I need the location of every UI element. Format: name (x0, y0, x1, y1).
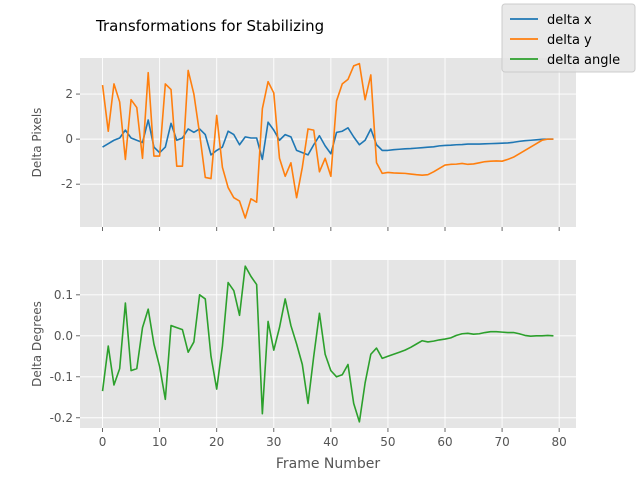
series-line-delta-y (101, 62, 554, 219)
x-tick-label: 40 (323, 435, 338, 449)
x-axis-label: Frame Number (276, 456, 381, 472)
top-panel: -2 0 2 Delta Pixels (30, 58, 576, 231)
y-tick-label: -0.2 (50, 411, 73, 425)
legend-entry: delta x (547, 13, 592, 28)
x-tick-label: 20 (209, 435, 224, 449)
plot-background (80, 260, 576, 428)
x-tick-label: 50 (380, 435, 395, 449)
y-tick-label: -0.1 (50, 370, 73, 384)
y-tick-label: 2 (65, 87, 73, 101)
x-tick-label: 0 (99, 435, 107, 449)
x-tick-label: 10 (152, 435, 167, 449)
y-tick-label: 0 (65, 132, 73, 146)
legend-box (501, 3, 636, 73)
y-axis-label: Delta Degrees (30, 301, 44, 387)
x-tick-label: 80 (552, 435, 567, 449)
series-line-delta-angle (101, 265, 554, 423)
y-tick-label: -2 (61, 177, 73, 191)
chart-title: Transformations for Stabilizing (95, 17, 324, 35)
x-tick-label: 30 (266, 435, 281, 449)
x-tick-label: 60 (437, 435, 452, 449)
plot-background (80, 58, 576, 227)
bottom-panel: 0 10 20 30 40 50 60 70 80 -0.2 -0.1 0.0 0.1 Delta Deg… (30, 260, 576, 449)
legend-entry: delta y (547, 33, 592, 48)
y-tick-label: 0.1 (54, 288, 73, 302)
y-tick-label: 0.0 (54, 329, 73, 343)
y-axis-label: Delta Pixels (30, 108, 44, 178)
legend: delta x delta y delta angle (501, 3, 636, 73)
legend-entry: delta angle (547, 53, 620, 68)
series-line-delta-x (102, 119, 554, 161)
x-tick-label: 70 (494, 435, 509, 449)
